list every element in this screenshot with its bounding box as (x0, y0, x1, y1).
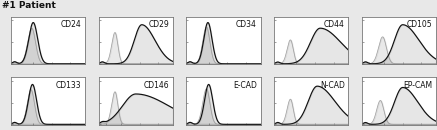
Text: CD105: CD105 (407, 20, 432, 29)
Text: CD44: CD44 (324, 20, 345, 29)
Text: CD24: CD24 (61, 20, 82, 29)
Text: CD133: CD133 (56, 81, 82, 90)
Text: CD34: CD34 (236, 20, 257, 29)
Text: N-CAD: N-CAD (320, 81, 345, 90)
Text: EP-CAM: EP-CAM (403, 81, 432, 90)
Text: #1 Patient: #1 Patient (2, 1, 56, 10)
Text: E-CAD: E-CAD (233, 81, 257, 90)
Text: CD29: CD29 (149, 20, 169, 29)
Text: CD146: CD146 (144, 81, 169, 90)
